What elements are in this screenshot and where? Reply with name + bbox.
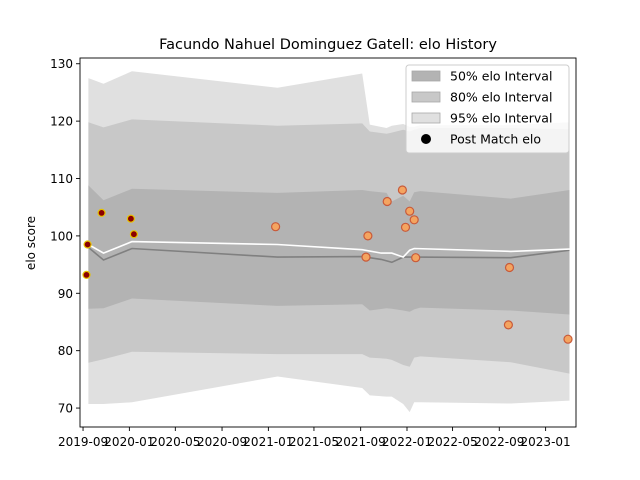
post-match-elo-point <box>82 270 91 279</box>
rating-line <box>88 240 570 259</box>
post-match-elo-point <box>405 206 415 216</box>
legend: 50% elo Interval 80% elo Interval 95% elo … <box>405 64 570 154</box>
legend-swatch <box>411 91 441 103</box>
post-match-elo-point <box>504 262 515 273</box>
post-match-elo-point <box>97 208 106 217</box>
legend-label: Post Match elo <box>450 132 541 147</box>
post-match-elo-point <box>361 252 371 262</box>
legend-swatch <box>411 112 441 124</box>
legend-marker <box>421 134 431 144</box>
post-match-elo-point <box>129 230 138 239</box>
post-match-elo-point <box>400 222 411 232</box>
post-match-elo-point <box>126 214 135 223</box>
mean-elo-line <box>87 246 570 264</box>
legend-swatch <box>411 70 441 82</box>
post-match-elo-point <box>563 334 573 344</box>
x-tick-label: 2020-09 <box>197 435 247 449</box>
post-match-elo-point <box>503 320 513 330</box>
x-tick-label: 2020-01 <box>104 435 154 449</box>
post-match-elo-point <box>382 196 392 207</box>
axes-frame <box>79 57 577 428</box>
x-tick-label: 2022-01 <box>382 435 432 449</box>
x-tick-label: 2019-09 <box>58 435 108 449</box>
post-match-elo-point <box>83 240 92 249</box>
x-tick-label: 2020-05 <box>150 435 200 449</box>
legend-label: 80% elo Interval <box>450 90 552 105</box>
post-match-elo-point <box>271 222 281 232</box>
y-tick-label: 130 <box>50 57 73 71</box>
x-tick-label: 2022-05 <box>427 435 477 449</box>
post-match-elo-point <box>363 231 373 241</box>
band-50-interval <box>88 185 570 315</box>
axes: 7080901001101201302019-092020-012020-052… <box>50 57 577 449</box>
y-tick-label: 100 <box>50 229 73 243</box>
y-tick-label: 80 <box>58 344 73 358</box>
y-axis-label: elo score <box>24 216 38 270</box>
plot-area <box>82 71 573 413</box>
post-match-elo-point <box>409 215 419 225</box>
x-tick-label: 2022-09 <box>474 435 524 449</box>
x-tick-label: 2021-09 <box>336 435 386 449</box>
legend-label: 95% elo Interval <box>450 111 552 126</box>
y-tick-label: 70 <box>58 402 73 416</box>
y-tick-label: 120 <box>50 115 73 129</box>
post-match-elo-point <box>411 253 421 263</box>
x-tick-label: 2021-05 <box>289 435 339 449</box>
y-tick-label: 90 <box>58 287 73 301</box>
legend-label: 50% elo Interval <box>450 69 552 84</box>
legend-box <box>405 64 570 154</box>
y-tick-label: 110 <box>50 172 73 186</box>
x-tick-label: 2023-01 <box>521 435 571 449</box>
chart-title: Facundo Nahuel Dominguez Gatell: elo His… <box>159 37 497 53</box>
x-tick-label: 2021-01 <box>243 435 293 449</box>
post-match-elo-point <box>397 185 407 195</box>
